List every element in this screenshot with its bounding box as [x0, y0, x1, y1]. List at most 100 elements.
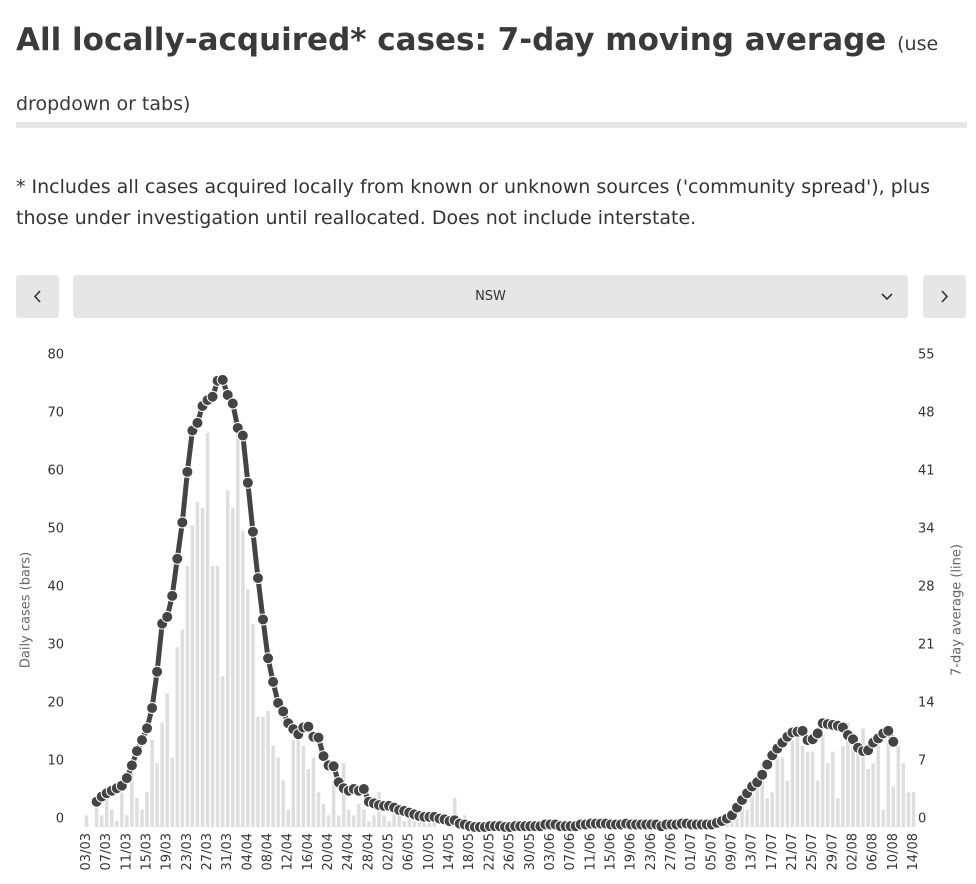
- x-tick-label: 23/03: [180, 833, 195, 870]
- line-point: [251, 572, 264, 585]
- y2-axis-title: 7-day average (line): [950, 544, 965, 676]
- x-tick-label: 29/07: [825, 833, 840, 870]
- bar: [336, 815, 341, 827]
- x-tick-label: 31/03: [220, 833, 235, 870]
- y-tick-label: 80: [47, 348, 64, 363]
- bar: [301, 745, 306, 827]
- bar: [730, 821, 734, 827]
- x-tick-label: 19/06: [624, 833, 639, 870]
- line-point: [191, 416, 204, 429]
- bar: [745, 809, 749, 827]
- x-tick-label: 07/06: [563, 833, 578, 870]
- y-axis-title: Daily cases (bars): [19, 552, 34, 668]
- bar: [785, 780, 790, 827]
- x-tick-label: 11/03: [119, 833, 134, 870]
- line-point: [312, 731, 325, 744]
- bar: [427, 821, 432, 827]
- bar: [120, 792, 124, 827]
- bar: [397, 815, 401, 827]
- bar: [836, 798, 840, 827]
- line-point: [761, 758, 774, 771]
- x-tick-label: 27/06: [664, 833, 679, 870]
- bar: [160, 722, 164, 827]
- bar: [261, 716, 265, 827]
- x-tick-label: 07/03: [99, 833, 114, 870]
- bar: [841, 745, 845, 827]
- y2-tick-label: 7: [918, 754, 926, 769]
- page-title: All locally-acquired* cases: 7-day movin…: [16, 12, 966, 132]
- bar: [392, 809, 396, 827]
- bar: [230, 508, 235, 827]
- x-tick-label: 15/06: [603, 833, 618, 870]
- y-tick-label: 10: [47, 754, 64, 769]
- x-tick-label: 05/07: [704, 833, 719, 870]
- prev-button[interactable]: [16, 275, 59, 318]
- bar: [321, 803, 326, 827]
- line-point: [125, 759, 138, 772]
- x-tick-label: 10/08: [886, 833, 901, 870]
- bar: [94, 803, 99, 827]
- y2-tick-label: 21: [918, 638, 935, 653]
- bar: [866, 769, 870, 827]
- bar: [251, 624, 255, 827]
- y2-tick-label: 34: [918, 522, 935, 537]
- line-point: [317, 750, 330, 763]
- x-tick-label: 09/07: [724, 833, 739, 870]
- next-button[interactable]: [923, 275, 966, 318]
- bar: [200, 508, 205, 827]
- bar: [750, 780, 754, 827]
- bar: [225, 490, 230, 827]
- bar: [150, 740, 154, 827]
- y-tick-label: 40: [47, 580, 64, 595]
- bar: [740, 803, 744, 827]
- bar: [795, 728, 800, 827]
- y-tick-label: 70: [47, 406, 64, 421]
- x-tick-label: 06/08: [866, 833, 881, 870]
- bar: [800, 745, 805, 827]
- bar: [402, 821, 406, 827]
- line-point: [141, 722, 154, 735]
- bar: [281, 780, 285, 827]
- bar: [180, 629, 185, 827]
- line-point: [302, 720, 315, 733]
- x-tick-label: 26/05: [503, 833, 518, 870]
- y2-tick-label: 28: [918, 580, 935, 595]
- region-dropdown[interactable]: NSW: [73, 275, 908, 318]
- x-tick-label: 12/04: [281, 833, 296, 870]
- bar: [886, 740, 891, 827]
- bar: [815, 780, 820, 827]
- line-point: [171, 552, 184, 565]
- bar: [236, 432, 240, 827]
- line-point: [135, 734, 148, 747]
- bar: [326, 815, 331, 827]
- x-tick-label: 21/07: [785, 833, 800, 870]
- bar: [825, 763, 830, 827]
- x-tick-label: 14/08: [906, 833, 921, 870]
- bar: [306, 769, 311, 827]
- bar: [84, 815, 89, 827]
- x-tick-label: 16/04: [301, 833, 316, 870]
- line-point: [130, 745, 143, 758]
- bar: [805, 751, 810, 827]
- line-point: [882, 724, 895, 737]
- bar: [831, 751, 835, 827]
- bar: [205, 432, 210, 827]
- line-point: [327, 760, 340, 773]
- bar: [104, 798, 109, 827]
- x-tick-label: 25/07: [805, 833, 820, 870]
- bar: [911, 792, 916, 827]
- bar: [412, 821, 417, 827]
- x-tick-label: 15/03: [140, 833, 155, 870]
- line-point: [756, 768, 769, 781]
- bar: [170, 757, 175, 827]
- bar: [790, 740, 795, 827]
- line-point: [236, 429, 249, 442]
- bar: [901, 763, 906, 827]
- bar: [296, 740, 301, 827]
- y2-tick-label: 41: [918, 464, 935, 479]
- bar: [846, 722, 850, 827]
- bar: [906, 792, 911, 827]
- chart: Daily cases (bars) 7-day average (line) …: [19, 348, 965, 871]
- line-point: [206, 390, 219, 403]
